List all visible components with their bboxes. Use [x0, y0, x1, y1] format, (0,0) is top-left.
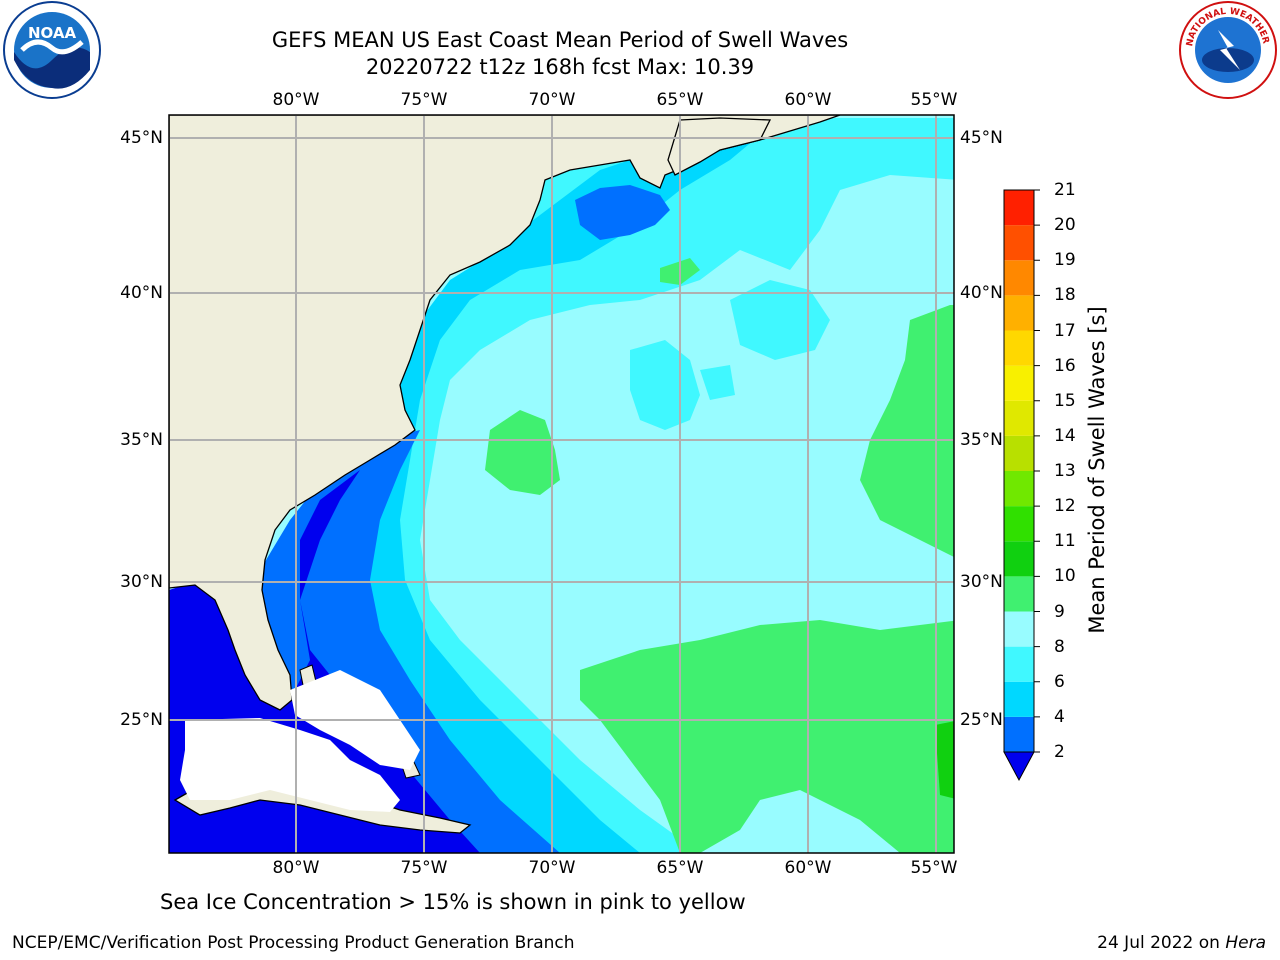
- green-patch-east: [860, 305, 954, 557]
- lat-tick-right: 30°N: [960, 572, 1003, 592]
- lat-tick-left: 45°N: [120, 128, 163, 148]
- lon-tick-bottom: 80°W: [272, 858, 320, 878]
- no-data-gulf: [180, 718, 400, 812]
- cyan-patch-3: [700, 365, 735, 400]
- colorbar: [1003, 189, 1040, 782]
- green-patch-south: [580, 620, 954, 853]
- map-frame: [168, 114, 955, 854]
- colorbar-swatch: [1004, 471, 1034, 507]
- green-patch-central: [485, 410, 560, 495]
- colorbar-swatch: [1004, 576, 1034, 612]
- footer-date-text: 24 Jul 2022 on: [1097, 933, 1226, 953]
- lon-tick-top: 55°W: [910, 90, 958, 110]
- green-patch-deep: [935, 721, 954, 799]
- colorbar-swatch: [1004, 365, 1034, 401]
- colorbar-tick-label: 12: [1054, 496, 1076, 517]
- chart-subtitle: 20220722 t12z 168h fcst Max: 10.39: [365, 55, 755, 79]
- lat-tick-right: 35°N: [960, 430, 1003, 450]
- colorbar-tick-label: 19: [1054, 250, 1076, 271]
- lon-tick-top: 60°W: [784, 90, 832, 110]
- lon-tick-bottom: 60°W: [784, 858, 832, 878]
- lon-tick-top: 70°W: [528, 90, 576, 110]
- lon-tick-bottom: 70°W: [528, 858, 576, 878]
- colorbar-tick-label: 9: [1054, 601, 1065, 622]
- footer-host: Hera: [1225, 933, 1266, 953]
- colorbar-tick-label: 11: [1054, 531, 1076, 552]
- colorbar-swatch: [1004, 681, 1034, 717]
- lon-tick-top: 80°W: [272, 90, 320, 110]
- lon-tick-bottom: 65°W: [656, 858, 704, 878]
- colorbar-under-arrow: [1003, 751, 1035, 782]
- colorbar-swatch: [1004, 225, 1034, 261]
- cyan-patch-1: [630, 340, 700, 430]
- graticule: [169, 115, 954, 853]
- colorbar-swatch: [1004, 435, 1034, 471]
- cyan-patch-2: [730, 280, 830, 360]
- lat-tick-left: 30°N: [120, 572, 163, 592]
- colorbar-tick-label: 6: [1054, 671, 1065, 692]
- period-band-2-4: [345, 135, 760, 853]
- colorbar-swatch: [1004, 260, 1034, 296]
- colorbar-tick-label: 17: [1054, 320, 1076, 341]
- colorbar-swatch: [1004, 716, 1034, 752]
- lat-tick-right: 25°N: [960, 710, 1003, 730]
- lon-tick-bottom: 55°W: [910, 858, 958, 878]
- colorbar-tick-label: 14: [1054, 425, 1076, 446]
- footer-credit: NCEP/EMC/Verification Post Processing Pr…: [12, 933, 575, 953]
- colorbar-swatch: [1004, 400, 1034, 436]
- colorbar-tick-label: 8: [1054, 636, 1065, 657]
- colorbar-swatch: [1004, 541, 1034, 577]
- colorbar-tick-label: 16: [1054, 355, 1076, 376]
- lon-tick-bottom: 75°W: [400, 858, 448, 878]
- period-band-4-6: [360, 118, 954, 853]
- gulf-of-maine-blue: [575, 185, 670, 240]
- noaa-logo: NOAA: [3, 1, 101, 99]
- colorbar-tick-label: 2: [1054, 742, 1065, 762]
- colorbar-tick-label: 13: [1054, 461, 1076, 481]
- colorbar-tick-label: 10: [1054, 566, 1076, 587]
- chart-title: GEFS MEAN US East Coast Mean Period of S…: [271, 28, 849, 52]
- colorbar-tick-label: 18: [1054, 285, 1076, 306]
- svg-text:NOAA: NOAA: [28, 24, 77, 42]
- colorbar-tick-label: 20: [1054, 215, 1076, 236]
- colorbar-swatch: [1004, 295, 1034, 331]
- nws-logo: NATIONAL WEATHER SERVICE: [1178, 0, 1277, 99]
- colorbar-swatch: [1004, 611, 1034, 647]
- lat-tick-left: 40°N: [120, 283, 163, 303]
- footer-date: 24 Jul 2022 on Hera: [1097, 932, 1266, 954]
- colorbar-swatch: [1004, 646, 1034, 682]
- colorbar-tick-label: 15: [1054, 390, 1076, 411]
- lat-tick-left: 35°N: [120, 430, 163, 450]
- colorbar-tick-label: 4: [1054, 706, 1065, 727]
- sea-ice-note: Sea Ice Concentration > 15% is shown in …: [160, 890, 746, 914]
- lat-tick-right: 45°N: [960, 128, 1003, 148]
- colorbar-swatch: [1004, 506, 1034, 542]
- lat-tick-left: 25°N: [120, 710, 163, 730]
- colorbar-label: Mean Period of Swell Waves [s]: [1085, 306, 1109, 634]
- lat-tick-right: 40°N: [960, 283, 1003, 303]
- colorbar-swatch: [1004, 330, 1034, 366]
- colorbar-swatch: [1004, 190, 1034, 226]
- land-us: [169, 115, 841, 711]
- land-nova-scotia: [667, 117, 772, 176]
- lon-tick-top: 65°W: [656, 90, 704, 110]
- colorbar-tick-label: 21: [1054, 180, 1076, 200]
- lon-tick-top: 75°W: [400, 90, 448, 110]
- map-field: [169, 115, 954, 853]
